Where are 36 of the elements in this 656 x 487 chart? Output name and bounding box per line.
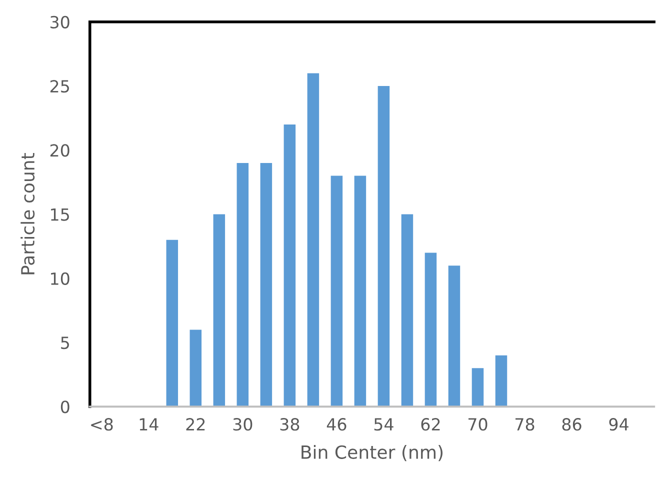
x-tick-label: 14 (140, 418, 158, 430)
bar (472, 368, 484, 407)
x-axis-title: Bin Center (nm) (302, 444, 443, 462)
bar (307, 73, 320, 407)
bar (236, 162, 249, 407)
bar (424, 252, 437, 407)
bar (260, 162, 272, 407)
x-tick-label: 38 (280, 418, 300, 431)
y-tick-label: 0 (60, 400, 70, 414)
bar (190, 330, 202, 407)
y-tick-label: 15 (51, 208, 69, 221)
x-tick-label: 78 (516, 418, 534, 431)
y-tick-label: 20 (50, 144, 70, 157)
bar (495, 355, 508, 407)
x-tick-label: 62 (421, 418, 440, 431)
x-tick-label: 22 (186, 418, 205, 430)
bar (166, 240, 178, 407)
x-tick-label: 46 (326, 418, 346, 431)
x-tick-label: 30 (233, 418, 252, 431)
x-tick-label: <8 (91, 418, 113, 431)
bar (330, 176, 343, 407)
bar (354, 176, 366, 407)
x-tick-label: 94 (609, 418, 628, 431)
y-tick-label: 10 (51, 272, 70, 285)
x-tick-label: 86 (562, 418, 582, 431)
bar (378, 86, 390, 407)
y-tick-label: 5 (61, 336, 69, 350)
x-tick-label: 70 (468, 418, 488, 431)
bar (284, 124, 296, 407)
y-axis-title: Particle count (20, 153, 35, 274)
bar (401, 214, 414, 407)
bar (448, 266, 460, 407)
bar (213, 214, 226, 407)
x-tick-label: 54 (374, 418, 394, 431)
y-tick-label: 25 (50, 80, 69, 93)
y-tick-label: 30 (50, 16, 70, 28)
